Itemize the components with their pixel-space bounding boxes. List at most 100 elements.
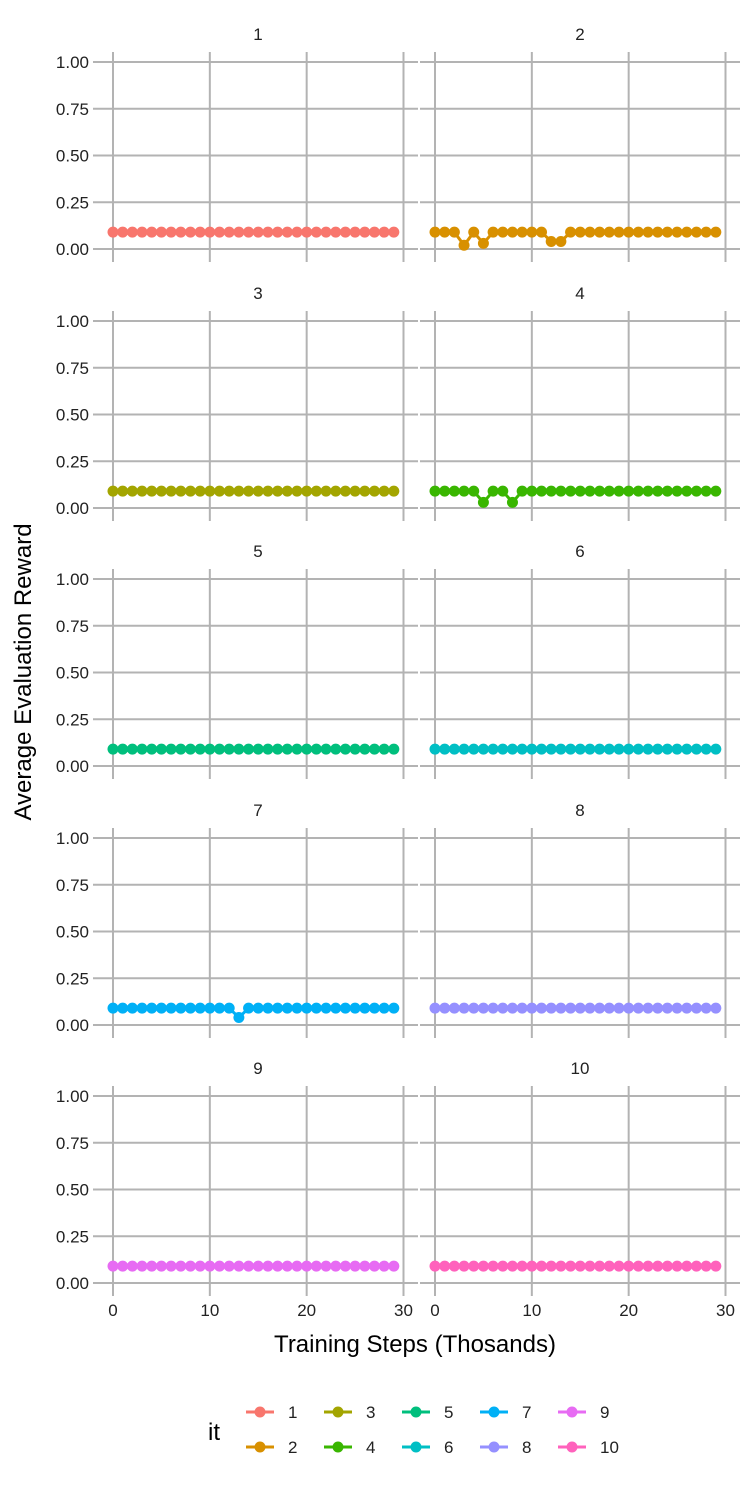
data-point [594,743,606,755]
data-point [136,485,148,497]
data-point [661,1260,673,1272]
data-point [368,226,380,238]
legend-key-point [488,1406,500,1418]
data-point [349,743,361,755]
data-point [146,226,158,238]
data-point [214,743,226,755]
data-point [487,1002,499,1014]
legend-key-point [566,1441,578,1453]
data-point [584,743,596,755]
y-tick-label: 0.50 [56,1181,89,1200]
legend-label: 1 [288,1403,297,1422]
data-point [388,226,400,238]
data-point [378,743,390,755]
data-point [439,226,451,238]
data-point [243,743,255,755]
data-point [107,226,119,238]
legend-title: it [208,1419,220,1446]
data-point [603,226,615,238]
data-point [281,1260,293,1272]
data-point [429,1002,441,1014]
data-point [281,743,293,755]
data-point [243,485,255,497]
data-point [681,226,693,238]
data-point [536,226,548,238]
data-point [165,1260,177,1272]
y-tick-label: 0.50 [56,923,89,942]
data-point [584,226,596,238]
data-point [126,1002,138,1014]
facet-strip-label: 5 [253,542,262,561]
legend-item-9: 9 [558,1403,609,1422]
data-point [194,485,206,497]
data-point [262,485,274,497]
data-point [359,1260,371,1272]
data-point [632,1260,644,1272]
data-point [155,1002,167,1014]
data-point [281,1002,293,1014]
x-tick-label: 0 [108,1301,117,1320]
data-point [310,485,322,497]
data-point [594,226,606,238]
y-tick-label: 0.00 [56,1274,89,1293]
data-point [536,743,548,755]
data-point [330,743,342,755]
data-point [291,1260,303,1272]
facet-panel-3: 3 0.00 0.25 0.50 0.75 1.00 [56,284,418,521]
data-point [126,1260,138,1272]
data-point [526,1260,538,1272]
legend-item-3: 3 [324,1403,375,1422]
facet-strip-label: 8 [575,801,584,820]
y-tick-label: 0.75 [56,617,89,636]
legend-key-point [566,1406,578,1418]
y-tick-label: 1.00 [56,312,89,331]
data-point [204,743,216,755]
data-point [584,485,596,497]
data-point [223,743,235,755]
data-point [126,743,138,755]
data-point [330,226,342,238]
data-point [652,226,664,238]
legend-key-point [332,1441,344,1453]
legend-item-2: 2 [246,1438,297,1457]
data-point [574,1260,586,1272]
data-point [603,1002,615,1014]
data-point [661,226,673,238]
data-point [146,1260,158,1272]
data-point [429,226,441,238]
legend-label: 5 [444,1403,453,1422]
data-point [613,226,625,238]
y-tick-label: 1.00 [56,53,89,72]
data-point [468,485,480,497]
data-point [339,1260,351,1272]
data-point [506,1260,518,1272]
data-point [700,1002,712,1014]
data-point [690,1002,702,1014]
data-point [368,1260,380,1272]
facet-panel-9: 9 0.00 0.25 0.50 0.75 1.00 0 10 20 30 [56,1059,418,1320]
data-point [584,1002,596,1014]
data-point [175,226,187,238]
data-point [448,743,460,755]
y-tick-label: 0.25 [56,193,89,212]
facet-panel-5: 5 0.00 0.25 0.50 0.75 1.00 [56,542,418,779]
data-point [681,743,693,755]
data-point [184,1260,196,1272]
data-point [223,226,235,238]
data-point [262,226,274,238]
data-point [117,1260,129,1272]
y-tick-label: 0.75 [56,1134,89,1153]
data-point [155,485,167,497]
data-point [194,226,206,238]
data-point [468,1260,480,1272]
data-point [681,1002,693,1014]
facet-panel-7: 7 0.00 0.25 0.50 0.75 1.00 [56,801,418,1038]
data-point [681,1260,693,1272]
legend-item-5: 5 [402,1403,453,1422]
data-point [291,226,303,238]
data-point [468,226,480,238]
data-point [652,743,664,755]
data-point [243,226,255,238]
data-point [448,1002,460,1014]
facet-strip-label: 4 [575,284,584,303]
